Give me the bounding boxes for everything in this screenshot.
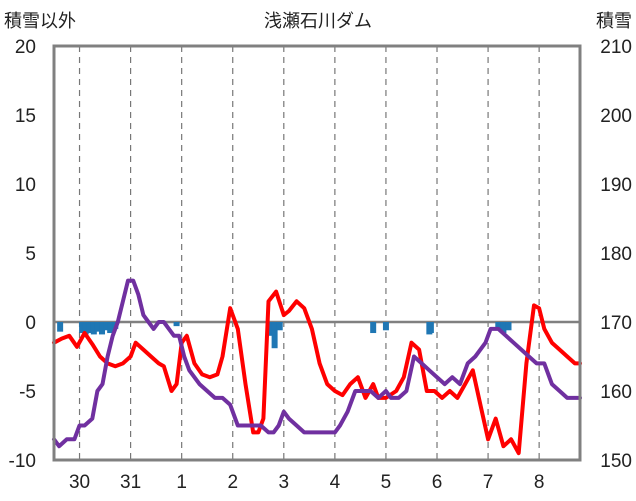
right-tick-label: 190 [600, 175, 632, 196]
chart-title: 浅瀬石川ダム [264, 11, 372, 31]
x-tick-label: 3 [279, 472, 290, 493]
right-axis-label: 積雪 [596, 11, 632, 31]
x-tick-label: 4 [330, 472, 341, 493]
bar-4 [90, 322, 97, 335]
x-tick-label: 31 [120, 472, 141, 493]
bar-12 [271, 322, 278, 349]
right-tick-label: 170 [600, 313, 632, 334]
x-tick-label: 6 [432, 472, 443, 493]
bar-13 [276, 322, 283, 331]
bar-10 [173, 322, 180, 327]
right-tick-label: 150 [600, 451, 632, 472]
left-tick-label: 20 [15, 37, 36, 58]
series-line-1 [52, 278, 582, 449]
bar-15 [382, 322, 389, 331]
bar-series [57, 322, 512, 349]
left-axis-label: 積雪以外 [4, 11, 76, 31]
bar-1 [79, 322, 86, 334]
bar-18 [495, 322, 502, 331]
plot-frame [52, 44, 582, 462]
bar-5 [94, 322, 101, 332]
x-tick-label: 8 [534, 472, 545, 493]
left-tick-label: -5 [19, 382, 36, 403]
gridlines [54, 46, 580, 460]
left-tick-label: 10 [15, 175, 36, 196]
x-axis: 30 31 1 2 3 4 5 6 7 8 [69, 472, 544, 493]
x-tick-label: 30 [69, 472, 90, 493]
bar-11 [268, 322, 275, 336]
right-tick-label: 180 [600, 244, 632, 265]
left-tick-label: 0 [25, 313, 36, 334]
bar-8 [107, 322, 114, 334]
bar-19 [500, 322, 507, 334]
bar-20 [505, 322, 512, 331]
bar-14 [370, 322, 377, 334]
bar-6 [99, 322, 106, 335]
x-tick-label: 5 [381, 472, 392, 493]
x-tick-label: 7 [483, 472, 494, 493]
bar-17 [427, 322, 434, 334]
left-tick-label: -10 [9, 451, 36, 472]
bar-3 [86, 322, 93, 334]
bar-0 [57, 322, 64, 332]
left-axis: -10 -5 0 5 10 15 20 [9, 37, 36, 472]
bar-7 [103, 322, 110, 331]
left-tick-label: 5 [25, 244, 36, 265]
series-line-0 [52, 289, 582, 456]
left-tick-label: 15 [15, 106, 36, 127]
right-tick-label: 200 [600, 106, 632, 127]
x-tick-label: 1 [176, 472, 187, 493]
x-tick-label: 2 [227, 472, 238, 493]
right-tick-label: 210 [600, 37, 632, 58]
right-tick-label: 160 [600, 382, 632, 403]
bar-2 [82, 322, 89, 335]
line-series [52, 278, 582, 456]
right-axis: 150 160 170 180 190 200 210 [600, 37, 632, 472]
